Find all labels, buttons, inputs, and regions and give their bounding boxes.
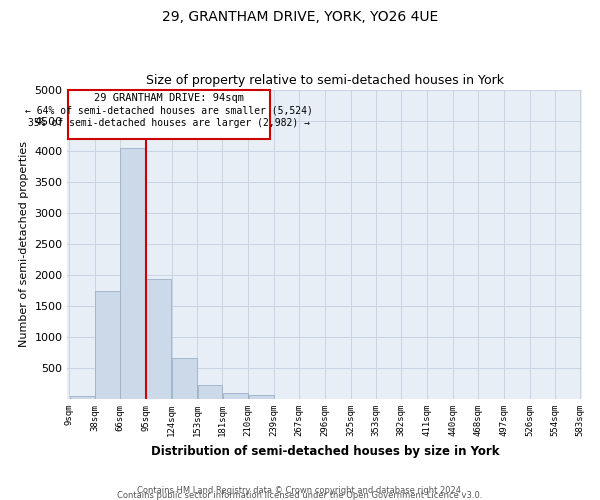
Bar (223, 394, 248, 399)
Text: 35% of semi-detached houses are larger (2,982) →: 35% of semi-detached houses are larger (… (28, 118, 310, 128)
Title: Size of property relative to semi-detached houses in York: Size of property relative to semi-detach… (146, 74, 504, 87)
Bar (68, 90, 269, 139)
Y-axis label: Number of semi-detached properties: Number of semi-detached properties (19, 142, 29, 348)
Bar (121, 148, 145, 399)
Bar (95, 292, 119, 399)
Text: Contains public sector information licensed under the Open Government Licence v3: Contains public sector information licen… (118, 491, 482, 500)
Text: Contains HM Land Registry data © Crown copyright and database right 2024.: Contains HM Land Registry data © Crown c… (137, 486, 463, 495)
Text: ← 64% of semi-detached houses are smaller (5,524): ← 64% of semi-detached houses are smalle… (25, 106, 313, 116)
Text: 29, GRANTHAM DRIVE, YORK, YO26 4UE: 29, GRANTHAM DRIVE, YORK, YO26 4UE (162, 10, 438, 24)
X-axis label: Distribution of semi-detached houses by size in York: Distribution of semi-detached houses by … (151, 444, 499, 458)
Bar (248, 396, 274, 399)
Bar (198, 385, 222, 399)
Bar (70, 396, 95, 399)
Bar (146, 279, 171, 399)
Bar (172, 358, 197, 399)
Text: 29 GRANTHAM DRIVE: 94sqm: 29 GRANTHAM DRIVE: 94sqm (94, 93, 244, 103)
